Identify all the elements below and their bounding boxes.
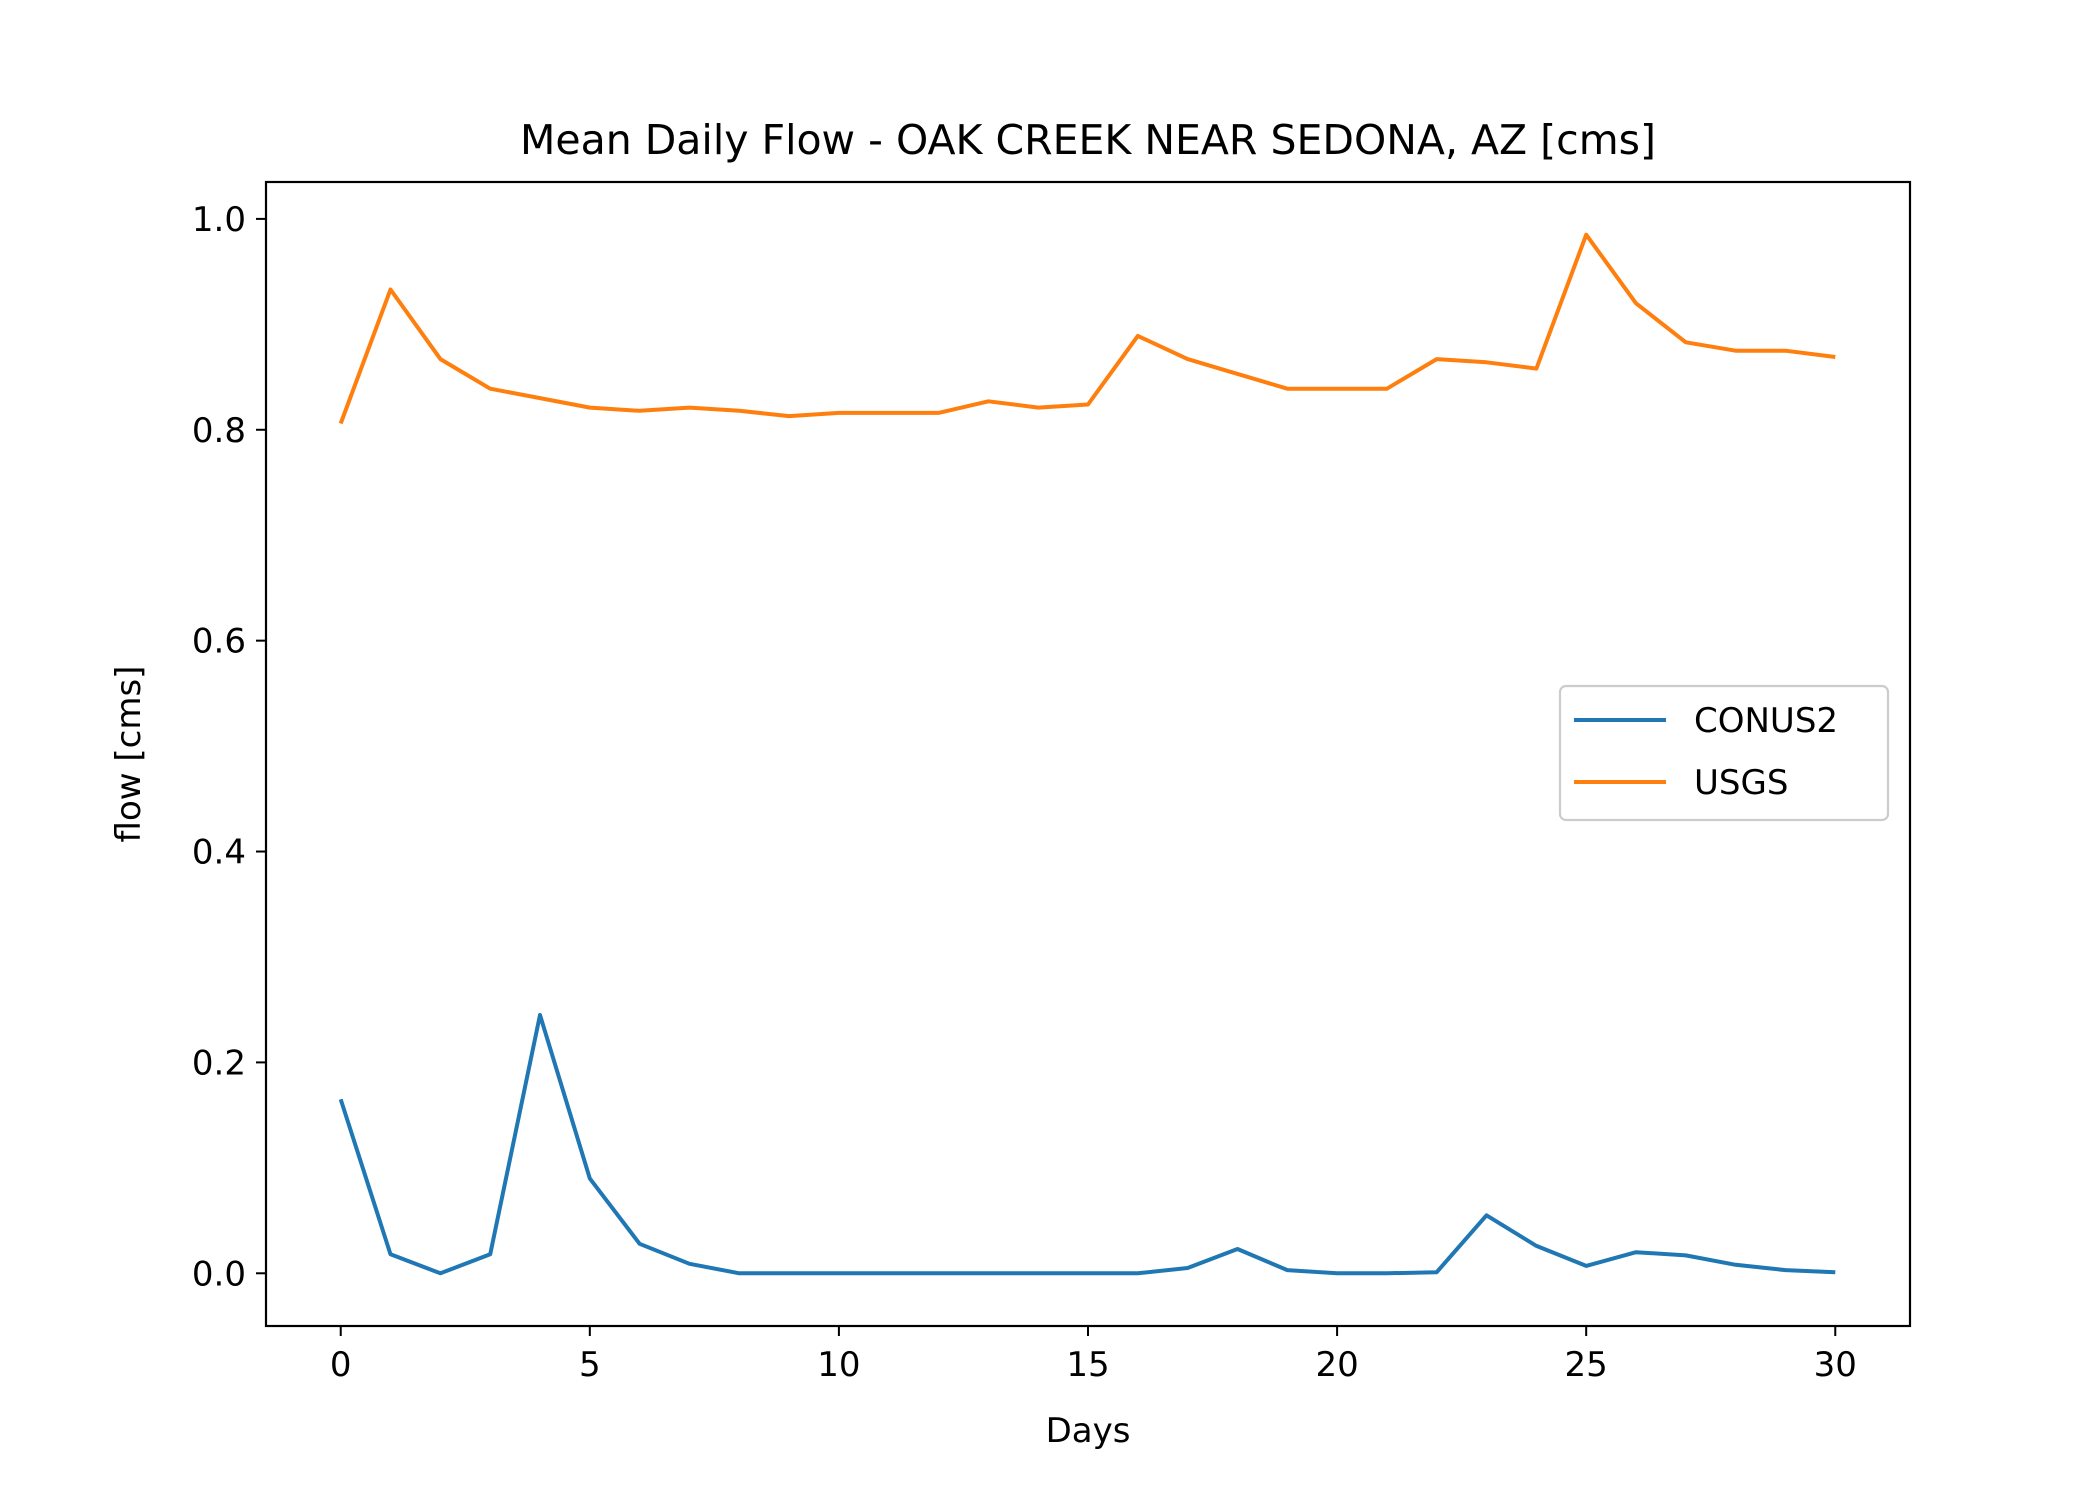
y-axis-ticks: 0.0 0.2 0.4 0.6 0.8 1.0: [192, 200, 266, 1294]
x-tick-label: 15: [1066, 1345, 1109, 1385]
x-tick-label: 30: [1814, 1345, 1857, 1385]
y-axis-label: flow [cms]: [109, 666, 149, 843]
y-tick-label: 0.0: [192, 1254, 246, 1294]
x-axis-ticks: 0 5 10 15 20 25 30: [330, 1326, 1857, 1385]
x-tick-label: 20: [1315, 1345, 1358, 1385]
y-tick-label: 0.8: [192, 411, 246, 451]
legend: CONUS2 USGS: [1558, 684, 1890, 822]
legend-label-conus2: CONUS2: [1694, 701, 1838, 741]
y-tick-label: 1.0: [192, 200, 246, 240]
y-tick-label: 0.4: [192, 833, 246, 873]
legend-label-usgs: USGS: [1694, 763, 1788, 803]
x-tick-label: 25: [1565, 1345, 1608, 1385]
y-tick-label: 0.6: [192, 622, 246, 662]
series-line-usgs: [338, 232, 1836, 425]
x-axis-label: Days: [1046, 1411, 1131, 1451]
x-tick-label: 0: [330, 1345, 352, 1385]
plot-frame: [264, 180, 1912, 1328]
x-tick-label: 10: [817, 1345, 860, 1385]
x-tick-label: 5: [579, 1345, 601, 1385]
chart-title: Mean Daily Flow - OAK CREEK NEAR SEDONA,…: [520, 116, 1656, 164]
series-layer: [338, 232, 1836, 1276]
series-line-conus2: [338, 1013, 1836, 1276]
y-tick-label: 0.2: [192, 1043, 246, 1083]
